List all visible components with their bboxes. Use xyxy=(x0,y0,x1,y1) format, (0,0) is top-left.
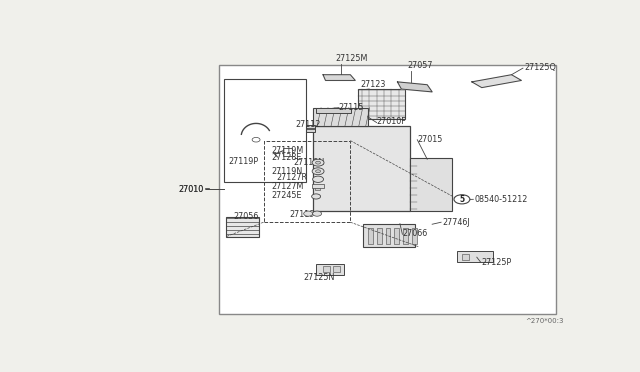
Text: 27115: 27115 xyxy=(338,103,364,112)
Text: 27010F: 27010F xyxy=(376,118,406,126)
Text: 27010: 27010 xyxy=(179,185,204,193)
Bar xyxy=(367,228,372,244)
Ellipse shape xyxy=(424,180,438,193)
Text: 27057: 27057 xyxy=(408,61,433,70)
Bar xyxy=(403,228,408,244)
Circle shape xyxy=(316,161,321,164)
Bar xyxy=(323,266,330,272)
Text: 27128E: 27128E xyxy=(271,153,301,162)
Bar xyxy=(312,185,324,188)
Text: 27010: 27010 xyxy=(179,185,204,194)
Text: 27125P: 27125P xyxy=(482,258,512,267)
Circle shape xyxy=(312,211,321,216)
Text: 27125Q: 27125Q xyxy=(524,63,556,72)
Bar xyxy=(313,108,367,126)
Bar xyxy=(412,228,417,244)
Text: 27056: 27056 xyxy=(234,212,259,221)
Text: 27125M: 27125M xyxy=(335,54,368,63)
Bar xyxy=(316,108,351,113)
Bar xyxy=(385,228,390,244)
Bar xyxy=(284,148,292,156)
Bar xyxy=(227,217,259,237)
Text: 27119N: 27119N xyxy=(271,167,302,176)
Circle shape xyxy=(316,170,321,173)
Text: 27127M: 27127M xyxy=(271,182,303,191)
Bar xyxy=(264,141,350,222)
Circle shape xyxy=(312,168,324,175)
Circle shape xyxy=(252,137,260,142)
Polygon shape xyxy=(397,82,432,92)
Circle shape xyxy=(312,176,324,182)
Bar xyxy=(410,158,452,211)
Text: 27123: 27123 xyxy=(360,80,386,89)
Bar xyxy=(333,266,340,272)
Bar xyxy=(313,126,410,211)
Text: 27066: 27066 xyxy=(403,229,428,238)
Text: 27119: 27119 xyxy=(289,210,315,219)
Text: 27746J: 27746J xyxy=(442,218,470,227)
Bar xyxy=(273,125,315,132)
Circle shape xyxy=(312,159,324,166)
Text: 08540-51212: 08540-51212 xyxy=(474,195,528,204)
Circle shape xyxy=(304,211,312,216)
Text: 27015: 27015 xyxy=(417,135,443,144)
Polygon shape xyxy=(323,75,355,80)
Bar xyxy=(316,264,344,275)
Text: 27125N: 27125N xyxy=(303,273,335,282)
Text: 27119N: 27119N xyxy=(293,158,324,167)
Circle shape xyxy=(454,195,470,204)
Bar xyxy=(358,89,405,119)
Text: 27245E: 27245E xyxy=(271,190,301,199)
Text: 27119M: 27119M xyxy=(271,146,303,155)
Text: 27127R: 27127R xyxy=(276,173,307,182)
Text: 5: 5 xyxy=(460,195,465,204)
Text: 27119P: 27119P xyxy=(228,157,259,166)
Bar xyxy=(224,79,306,182)
Polygon shape xyxy=(472,75,522,87)
Ellipse shape xyxy=(417,175,445,198)
Bar xyxy=(219,65,556,314)
Text: ^270*00:3: ^270*00:3 xyxy=(525,318,564,324)
Bar xyxy=(376,228,381,244)
Bar xyxy=(394,228,399,244)
Bar xyxy=(315,187,320,190)
Bar xyxy=(457,251,493,262)
Bar xyxy=(363,224,415,247)
Circle shape xyxy=(312,194,321,199)
Text: 27112: 27112 xyxy=(296,121,321,129)
Bar xyxy=(462,254,469,260)
